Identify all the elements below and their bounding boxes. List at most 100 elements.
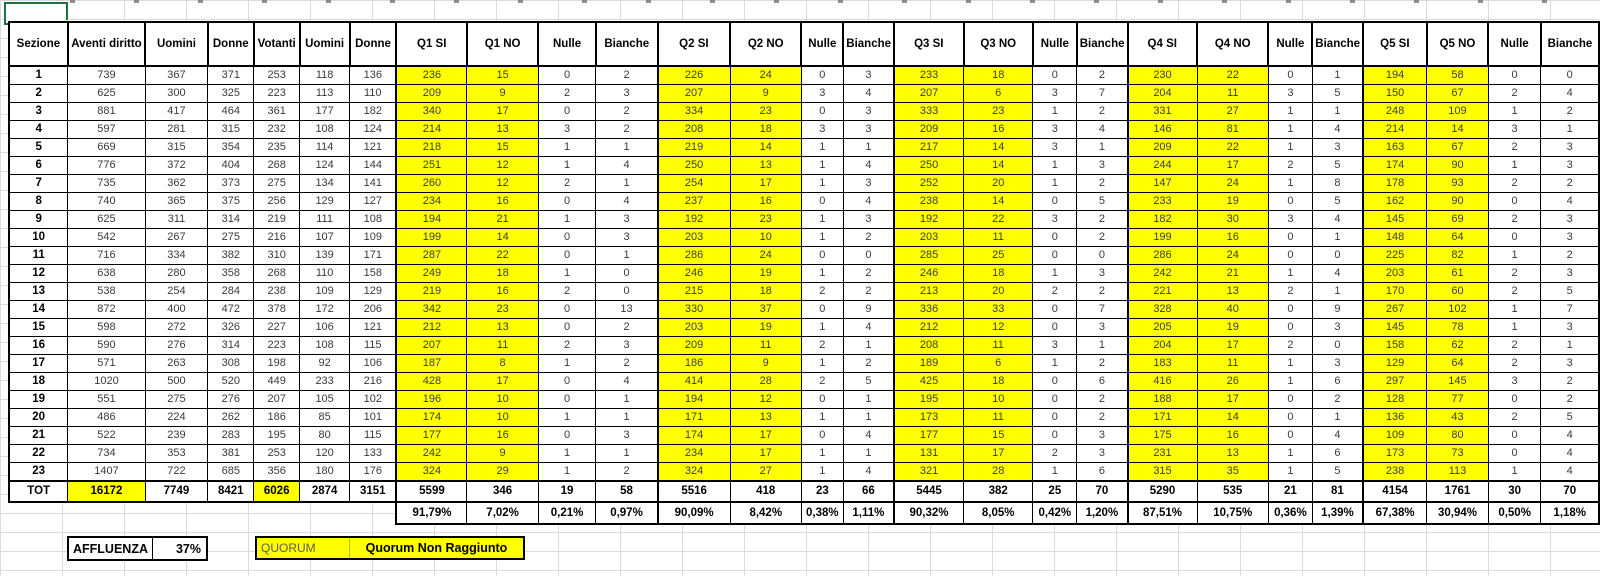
cell[interactable]: 17 <box>1196 336 1269 355</box>
cell[interactable]: 6 <box>1311 444 1364 463</box>
cell[interactable]: 203 <box>656 228 731 247</box>
cell[interactable]: 110 <box>349 84 397 103</box>
cell[interactable]: 331 <box>1126 102 1198 121</box>
cell[interactable]: 4 <box>842 192 895 211</box>
cell[interactable]: 373 <box>207 174 255 193</box>
cell[interactable]: 1407 <box>67 462 146 482</box>
cell[interactable]: 242 <box>395 444 468 463</box>
cell[interactable]: 19 <box>1196 318 1269 337</box>
cell[interactable]: 234 <box>656 444 731 463</box>
cell[interactable]: 1 <box>800 156 844 175</box>
cell[interactable]: 4 <box>842 156 895 175</box>
total-cell[interactable]: 5445 <box>893 480 965 503</box>
column-header[interactable]: Q4 NO <box>1195 21 1270 67</box>
cell[interactable]: 236 <box>395 65 468 85</box>
cell[interactable]: 2 <box>1076 174 1128 193</box>
column-header[interactable]: Q4 SI <box>1126 21 1198 67</box>
cell[interactable]: 23 <box>8 462 69 482</box>
cell[interactable]: 3 <box>595 228 659 247</box>
column-header[interactable]: Bianche <box>842 21 896 67</box>
cell[interactable]: 173 <box>893 408 965 427</box>
cell[interactable]: 225 <box>1362 246 1428 265</box>
cell[interactable]: 199 <box>395 228 468 247</box>
cell[interactable]: 2 <box>1032 282 1078 301</box>
cell[interactable]: 194 <box>1362 65 1428 85</box>
cell[interactable]: 9 <box>729 354 802 373</box>
cell[interactable]: 219 <box>253 210 301 229</box>
cell[interactable]: 0 <box>537 228 597 247</box>
cell[interactable]: 3 <box>1076 444 1128 463</box>
cell[interactable]: 20 <box>963 174 1034 193</box>
cell[interactable]: 0 <box>1267 246 1313 265</box>
cell[interactable]: 2 <box>1076 282 1128 301</box>
cell[interactable]: 13 <box>1196 282 1269 301</box>
cell[interactable]: 382 <box>207 246 255 265</box>
cell[interactable]: 23 <box>963 102 1034 121</box>
cell[interactable]: 311 <box>144 210 209 229</box>
column-header[interactable]: Bianche <box>1539 21 1600 67</box>
cell[interactable]: 174 <box>395 408 468 427</box>
cell[interactable]: 9 <box>729 84 802 103</box>
cell[interactable]: 0 <box>537 318 597 337</box>
cell[interactable]: 1 <box>1267 174 1313 193</box>
percentage-cell[interactable]: 7,02% <box>466 501 539 525</box>
cell[interactable]: 16 <box>466 282 539 301</box>
cell[interactable]: 29 <box>466 462 539 482</box>
cell[interactable]: 0 <box>537 372 597 391</box>
cell[interactable]: 24 <box>729 246 802 265</box>
cell[interactable]: 10 <box>466 390 539 409</box>
cell[interactable]: 110 <box>299 264 351 283</box>
cell[interactable]: 722 <box>144 462 209 482</box>
cell[interactable]: 23 <box>466 300 539 319</box>
total-cell[interactable]: 58 <box>595 480 659 503</box>
cell[interactable]: 1 <box>1487 102 1542 121</box>
column-header[interactable]: Donne <box>348 21 398 67</box>
cell[interactable]: 334 <box>656 102 731 121</box>
cell[interactable]: 213 <box>893 282 965 301</box>
cell[interactable]: 1 <box>1487 462 1542 482</box>
cell[interactable]: 2 <box>1487 354 1542 373</box>
cell[interactable]: 203 <box>1362 264 1428 283</box>
cell[interactable]: 328 <box>1126 300 1198 319</box>
cell[interactable]: 286 <box>656 246 731 265</box>
cell[interactable]: 1 <box>537 408 597 427</box>
cell[interactable]: 334 <box>144 246 209 265</box>
cell[interactable]: 90 <box>1426 156 1489 175</box>
cell[interactable]: 235 <box>253 138 301 157</box>
cell[interactable]: 109 <box>299 282 351 301</box>
total-cell[interactable]: 5290 <box>1126 480 1198 503</box>
cell[interactable]: 9 <box>1311 300 1364 319</box>
cell[interactable]: 2 <box>1076 102 1128 121</box>
cell[interactable]: 233 <box>893 65 965 85</box>
cell[interactable]: 207 <box>656 84 731 103</box>
cell[interactable]: 872 <box>67 300 146 319</box>
cell[interactable]: 3 <box>1267 210 1313 229</box>
cell[interactable]: 2 <box>1487 336 1542 355</box>
cell[interactable]: 207 <box>893 84 965 103</box>
cell[interactable]: 1 <box>1311 282 1364 301</box>
cell[interactable]: 12 <box>466 174 539 193</box>
cell[interactable]: 254 <box>656 174 731 193</box>
cell[interactable]: 13 <box>8 282 69 301</box>
cell[interactable]: 1 <box>1487 300 1542 319</box>
cell[interactable]: 275 <box>253 174 301 193</box>
cell[interactable]: 3 <box>1032 138 1078 157</box>
cell[interactable]: 226 <box>656 65 731 85</box>
cell[interactable]: 203 <box>656 318 731 337</box>
cell[interactable]: 3 <box>1076 426 1128 445</box>
cell[interactable]: 78 <box>1426 318 1489 337</box>
cell[interactable]: 267 <box>144 228 209 247</box>
cell[interactable]: 177 <box>395 426 468 445</box>
cell[interactable]: 0 <box>595 282 659 301</box>
cell[interactable]: 14 <box>963 192 1034 211</box>
cell[interactable]: 3 <box>1267 84 1313 103</box>
cell[interactable]: 314 <box>207 210 255 229</box>
cell[interactable]: 2 <box>1487 264 1542 283</box>
cell[interactable]: 4 <box>595 372 659 391</box>
cell[interactable]: 0 <box>537 426 597 445</box>
cell[interactable]: 2 <box>1540 390 1600 409</box>
cell[interactable]: 0 <box>1032 426 1078 445</box>
cell[interactable]: 2 <box>1487 408 1542 427</box>
cell[interactable]: 2 <box>1540 102 1600 121</box>
cell[interactable]: 2 <box>842 354 895 373</box>
